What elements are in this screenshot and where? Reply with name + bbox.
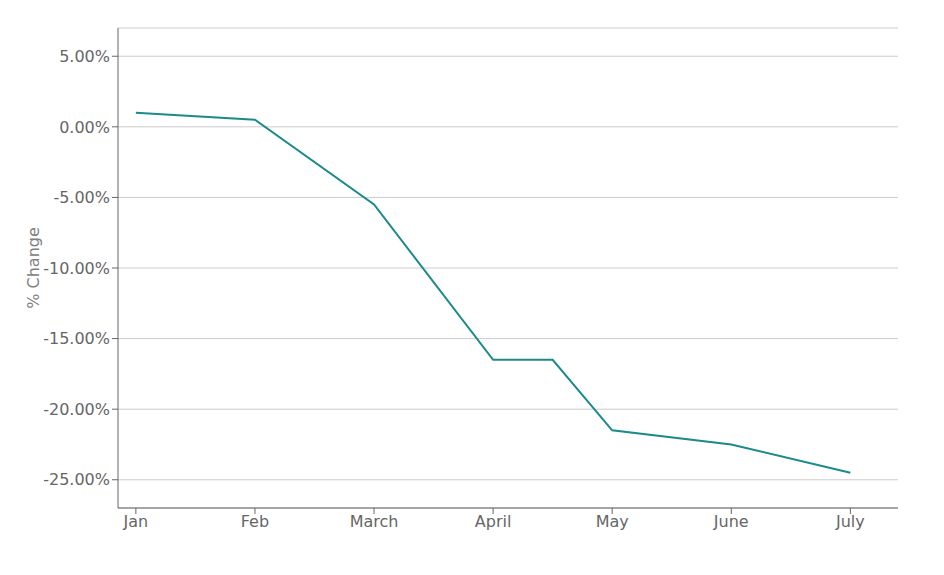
svg-text:-10.00%: -10.00% <box>43 259 110 278</box>
svg-text:5.00%: 5.00% <box>59 47 110 66</box>
svg-text:June: June <box>713 512 749 531</box>
svg-text:April: April <box>475 512 512 531</box>
svg-text:July: July <box>835 512 865 531</box>
svg-text:March: March <box>350 512 399 531</box>
svg-text:May: May <box>596 512 629 531</box>
svg-text:0.00%: 0.00% <box>59 118 110 137</box>
svg-text:-5.00%: -5.00% <box>53 188 110 207</box>
svg-text:-20.00%: -20.00% <box>43 400 110 419</box>
svg-text:Feb: Feb <box>241 512 269 531</box>
svg-text:-25.00%: -25.00% <box>43 470 110 489</box>
svg-text:-15.00%: -15.00% <box>43 329 110 348</box>
svg-text:% Change: % Change <box>24 227 43 309</box>
svg-text:Jan: Jan <box>123 512 149 531</box>
